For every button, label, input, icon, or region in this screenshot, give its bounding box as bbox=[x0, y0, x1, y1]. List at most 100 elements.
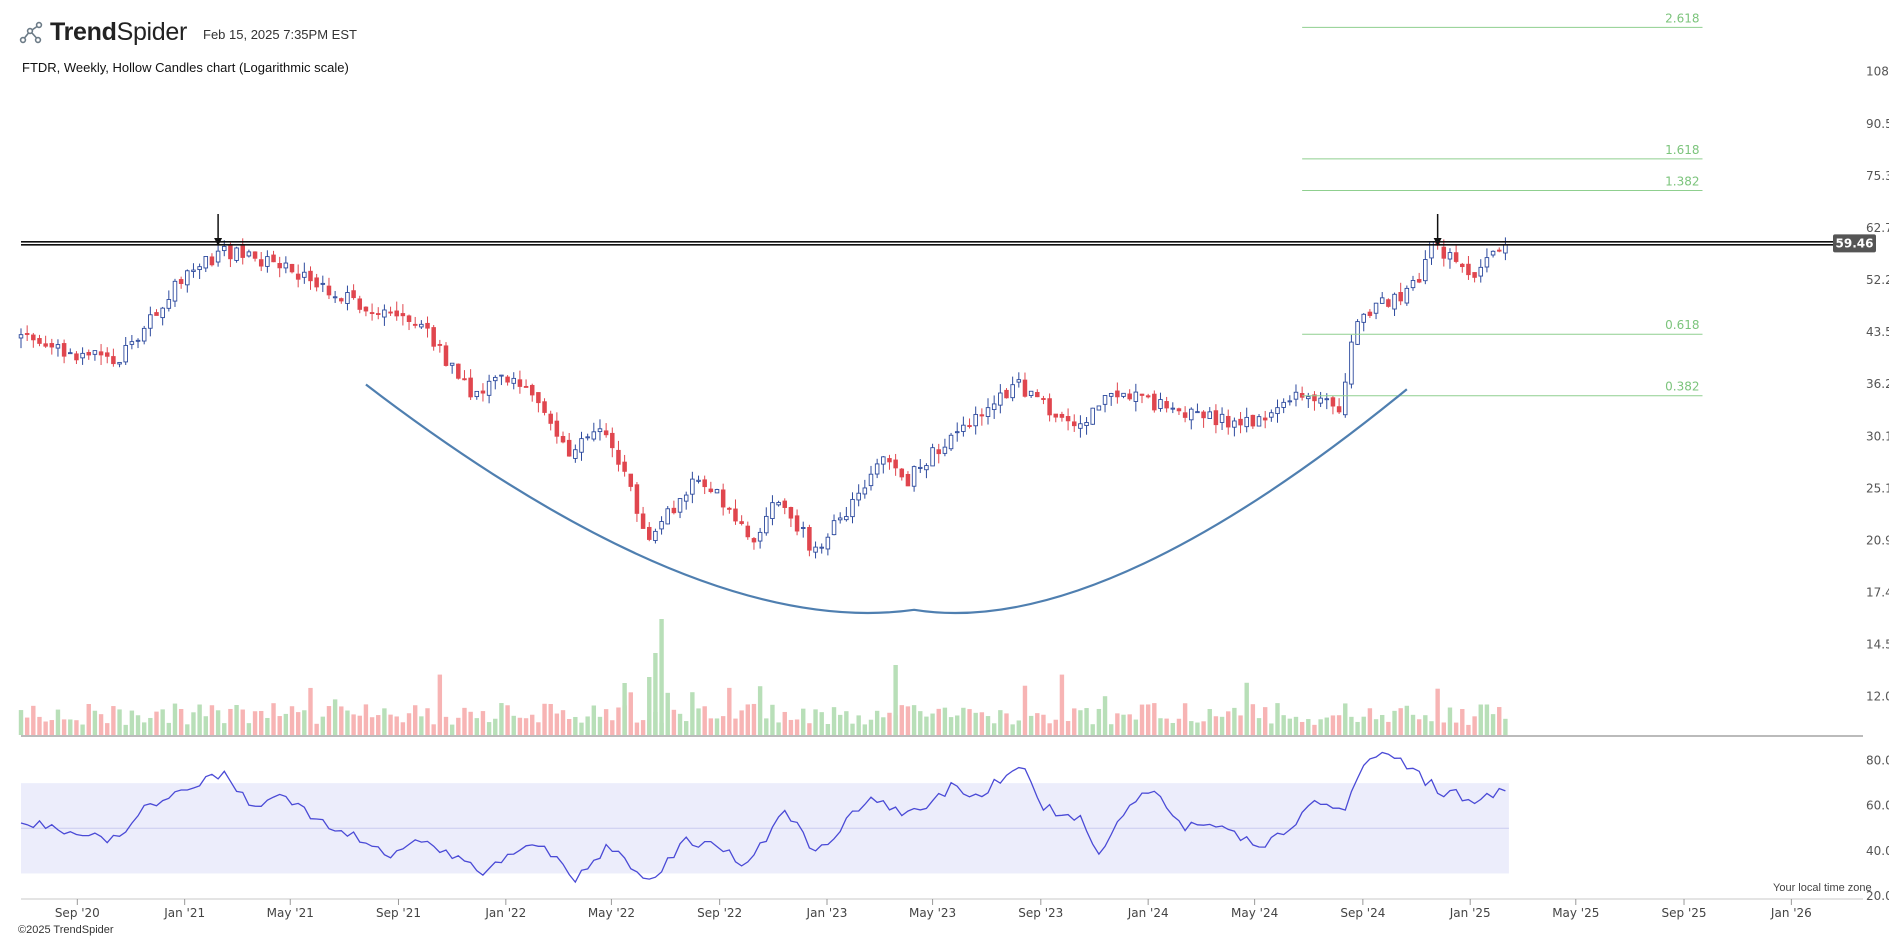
volume-bar-down bbox=[456, 717, 461, 735]
volume-bar-up bbox=[684, 721, 689, 735]
candle-up bbox=[123, 344, 128, 363]
volume-bar-down bbox=[43, 721, 48, 735]
candle-down bbox=[647, 526, 652, 540]
candle-up bbox=[1158, 399, 1163, 409]
volume-bar-down bbox=[1053, 719, 1058, 735]
volume-bar-down bbox=[807, 723, 812, 735]
volume-bar-down bbox=[1336, 715, 1342, 735]
candle-down bbox=[542, 401, 547, 413]
volume-bar-up bbox=[166, 722, 172, 735]
volume-bar-down bbox=[967, 709, 972, 735]
volume-bar-down bbox=[671, 709, 677, 735]
candle-up bbox=[382, 309, 387, 318]
candle-up bbox=[172, 280, 178, 302]
candle-up bbox=[930, 447, 935, 467]
candle-down bbox=[1496, 249, 1502, 252]
volume-bar-up bbox=[486, 722, 492, 735]
volume-bar-down bbox=[24, 717, 30, 735]
candle-up bbox=[800, 527, 806, 529]
candle-up bbox=[874, 463, 880, 475]
volume-bar-down bbox=[1059, 674, 1065, 735]
volume-bar-up bbox=[942, 707, 948, 735]
candle-up bbox=[665, 508, 670, 525]
candle-up bbox=[683, 494, 689, 502]
candle-down bbox=[603, 430, 609, 436]
volume-bar-down bbox=[708, 718, 714, 735]
candle-down bbox=[1041, 398, 1046, 400]
candle-down bbox=[634, 484, 640, 514]
candle-up bbox=[924, 465, 929, 471]
candle-down bbox=[295, 273, 301, 280]
candle-up bbox=[1096, 405, 1102, 411]
x-axis-label: May '21 bbox=[267, 906, 314, 920]
volume-bar-up bbox=[1287, 718, 1293, 735]
candle-down bbox=[1472, 272, 1477, 278]
candle-up bbox=[1404, 287, 1410, 304]
candle-up bbox=[714, 489, 720, 494]
volume-bar-up bbox=[825, 724, 831, 735]
volume-bar-down bbox=[517, 717, 523, 735]
volume-bar-up bbox=[18, 710, 24, 735]
candle-down bbox=[1053, 413, 1059, 418]
candle-down bbox=[523, 385, 529, 388]
candle-up bbox=[1281, 401, 1286, 408]
volume-bar-down bbox=[111, 706, 116, 735]
volume-bar-up bbox=[973, 712, 978, 735]
candle-down bbox=[788, 507, 794, 519]
volume-bar-down bbox=[105, 723, 110, 735]
volume-bar-down bbox=[887, 712, 892, 735]
candle-down bbox=[104, 352, 110, 357]
volume-bar-down bbox=[1201, 721, 1206, 735]
volume-bar-up bbox=[419, 716, 424, 735]
volume-bar-down bbox=[1213, 716, 1219, 735]
volume-bar-down bbox=[406, 713, 412, 735]
candle-down bbox=[1059, 413, 1065, 418]
x-axis-label: May '23 bbox=[909, 906, 956, 920]
volume-bar-up bbox=[1490, 714, 1496, 735]
candle-up bbox=[991, 403, 997, 411]
volume-bar-down bbox=[1312, 724, 1317, 735]
volume-bar-up bbox=[449, 724, 455, 735]
volume-bar-up bbox=[1410, 714, 1416, 735]
candle-up bbox=[961, 424, 966, 432]
candle-down bbox=[517, 379, 523, 387]
candle-down bbox=[1250, 414, 1256, 427]
candle-down bbox=[31, 334, 36, 341]
volume-bar-up bbox=[1028, 715, 1034, 735]
candle-down bbox=[671, 507, 677, 514]
x-axis-label: Jan '26 bbox=[1770, 906, 1812, 920]
volume-bar-down bbox=[431, 724, 436, 735]
volume-bar-up bbox=[1158, 718, 1163, 735]
candle-down bbox=[979, 414, 985, 417]
volume-bar-down bbox=[1460, 709, 1465, 735]
candle-up bbox=[320, 282, 326, 285]
volume-bar-down bbox=[154, 711, 159, 735]
candle-down bbox=[86, 351, 92, 356]
volume-bar-up bbox=[80, 724, 85, 735]
candle-up bbox=[911, 466, 917, 487]
volume-bar-up bbox=[1281, 715, 1286, 735]
candle-down bbox=[375, 313, 381, 315]
x-axis-label: May '25 bbox=[1552, 906, 1599, 920]
price-axis-label: 62.76 bbox=[1866, 221, 1889, 235]
volume-bar-down bbox=[1238, 715, 1243, 735]
volume-bar-up bbox=[1275, 703, 1280, 735]
volume-bar-up bbox=[172, 703, 178, 735]
volume-bar-up bbox=[850, 723, 855, 735]
volume-bar-down bbox=[1299, 721, 1305, 735]
candle-up bbox=[148, 314, 153, 329]
volume-bar-up bbox=[135, 715, 141, 735]
candle-up bbox=[1084, 422, 1089, 426]
volume-bar-down bbox=[1330, 715, 1336, 735]
candle-down bbox=[1115, 390, 1120, 398]
rsi-axis-label: 60.00 bbox=[1866, 799, 1889, 813]
price-axis-label: 43.52 bbox=[1866, 325, 1889, 339]
volume-bar-up bbox=[1133, 719, 1139, 735]
volume-bar-down bbox=[936, 708, 941, 735]
volume-bar-down bbox=[31, 705, 36, 735]
volume-bar-down bbox=[1022, 685, 1028, 735]
volume-spike-bar bbox=[647, 677, 652, 735]
candle-up bbox=[1484, 257, 1490, 268]
volume-bar-up bbox=[764, 718, 769, 735]
price-axis-label: 52.26 bbox=[1866, 273, 1889, 287]
